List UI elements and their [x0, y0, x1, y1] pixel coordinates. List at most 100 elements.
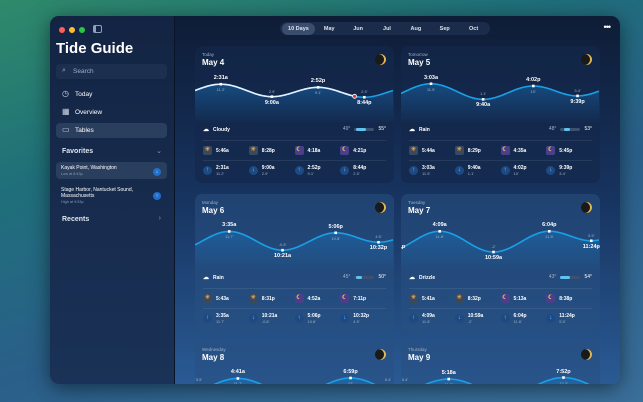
edge-height-label: 6.4'	[401, 377, 409, 382]
moonset-time: 7:11p	[353, 295, 367, 302]
recents-header[interactable]: Recents	[62, 216, 90, 223]
nav-label: Tables	[75, 127, 94, 134]
sunrise-item: ☀ 5:46a	[203, 146, 249, 155]
chevron-right-icon[interactable]: ›	[158, 215, 161, 222]
moonrise-icon: ☾	[500, 146, 510, 155]
tide-height-label: 12'	[347, 381, 354, 384]
arrow-up-icon: ↑	[409, 166, 418, 175]
tide-time: 2:52p	[307, 165, 321, 171]
sunrise-item: ☀ 5:44a	[409, 146, 455, 155]
sunrise-item: ☀ 5:41a	[409, 294, 455, 303]
zoom-button[interactable]	[79, 27, 85, 33]
tide-height-label: -2'	[491, 244, 496, 249]
divider	[409, 288, 592, 289]
tab-may[interactable]: May	[323, 25, 335, 32]
tide-height: 2.5'	[353, 171, 360, 176]
tide-time: 8:44p	[353, 165, 367, 171]
day-card: Tomorrow May 5 3:03a 11.5' 9:40a 1.1' 4:02p 10'…	[401, 46, 600, 183]
tide-text: 4:09a 11.8'	[422, 313, 435, 324]
day-label: Tomorrow	[408, 52, 428, 57]
tide-point	[316, 86, 320, 89]
tide-item: ↑ 5:06p 10.8'	[294, 313, 341, 324]
edge-time-label: 1p	[401, 244, 406, 250]
arrow-up-icon: ↑	[203, 314, 212, 323]
tab-jun[interactable]: Jun	[353, 25, 364, 32]
moon-phase-icon	[375, 349, 386, 360]
favorite-item[interactable]: Kayak Point, Washington Low at 8:43p ↓	[56, 162, 167, 179]
favorites-header[interactable]: Favorites	[62, 148, 94, 155]
arrow-up-icon: ↑	[294, 314, 304, 323]
tide-fill	[195, 231, 394, 272]
temp-low: 49°	[342, 126, 351, 132]
temperature-range: 49° 55°	[343, 126, 386, 132]
edge-height-label: 6.4'	[384, 377, 392, 382]
range-tabs: 10 Days May Jun Jul Aug Sep Oct	[280, 22, 490, 35]
tide-height: -2'	[467, 319, 473, 324]
tide-point	[227, 230, 231, 233]
tab-aug[interactable]: Aug	[410, 25, 422, 32]
tide-time: 3:35a	[216, 313, 229, 319]
weather-label: Cloudy	[213, 127, 230, 133]
tide-text: 3:35a 11.7'	[216, 313, 229, 324]
tide-item: ↑ 3:03a 11.5'	[409, 165, 455, 176]
tab-10-days[interactable]: 10 Days	[282, 22, 315, 35]
moonset-time: 8:38p	[559, 295, 573, 302]
close-button[interactable]	[59, 27, 65, 33]
tide-point	[363, 95, 366, 99]
tide-height: 11.2'	[216, 171, 225, 176]
tide-time-label: 5:06p	[328, 223, 343, 230]
temp-bar	[354, 275, 375, 279]
tide-text: 10:59a -2'	[468, 313, 484, 324]
sunset-icon: ☀	[454, 294, 464, 303]
search-icon: ⌕	[62, 67, 66, 74]
cloud-icon: ☁	[409, 275, 415, 281]
favorite-name: Stage Harbor, Nantucket Sound, Massachus…	[61, 187, 133, 199]
temperature-range: 48° 53°	[549, 126, 592, 132]
tide-time-label: 5:18a	[441, 370, 456, 377]
tide-time: 9:40a	[467, 165, 481, 171]
favorite-item[interactable]: Stage Harbor, Nantucket Sound, Massachus…	[56, 184, 167, 206]
now-marker	[352, 93, 358, 99]
sidebar-item-overview[interactable]: ▦ Overview	[56, 105, 167, 120]
sidebar-item-today[interactable]: ◷ Today	[56, 87, 167, 102]
tide-item: ↓ 11:24p 5.5'	[546, 313, 592, 324]
sidebar-item-tables[interactable]: ▭ Tables	[56, 123, 167, 138]
tide-time-label: 11:24p	[582, 243, 600, 250]
sunset-time: 8:28p	[261, 147, 275, 154]
tide-line	[401, 82, 600, 101]
chevron-down-icon[interactable]: ⌄	[156, 148, 162, 155]
arrow-down-icon: ↓	[248, 314, 258, 323]
tab-jul[interactable]: Jul	[383, 25, 391, 32]
sunset-icon: ☀	[248, 294, 258, 303]
minimize-button[interactable]	[69, 27, 75, 33]
sidebar-toggle-icon[interactable]	[93, 25, 102, 33]
tide-height: 11.8'	[513, 319, 522, 324]
tide-item: ↓ 10:59a -2'	[454, 313, 501, 324]
temp-high: 53°	[584, 126, 592, 132]
moonset-time: 5:45p	[559, 147, 573, 154]
day-card: Tuesday May 7 4:09a 11.8' 10:59a -2' 6:04p 11.8…	[401, 194, 600, 331]
weather: ☁ Rain	[203, 274, 224, 281]
tide-line	[424, 376, 590, 384]
day-date: May 4	[202, 58, 225, 67]
search-placeholder: Search	[73, 68, 94, 75]
tide-height: -0.8'	[261, 319, 270, 324]
arrow-down-icon: ↓	[546, 166, 556, 175]
day-label: Tuesday	[408, 200, 426, 205]
tide-text: 11:24p 5.5'	[559, 313, 575, 324]
tide-row: ↑ 4:09a 11.8' ↓ 10:59a -2' ↑ 6:04p 11.8' ↓ 11:24p 5…	[409, 313, 592, 324]
tide-text: 4:02p 10'	[514, 165, 527, 176]
more-icon[interactable]: •••	[603, 22, 612, 32]
tide-time-label: 10:32p	[369, 245, 388, 252]
tide-height-label: 12.3'	[559, 380, 568, 384]
tide-height: 2.9'	[261, 171, 269, 176]
tide-time-label: 10:21a	[273, 253, 292, 260]
temp-low: 48°	[548, 126, 557, 132]
day-label: Monday	[202, 200, 219, 205]
search-input[interactable]: ⌕ Search	[56, 64, 167, 79]
tide-time-label: 3:35a	[222, 222, 237, 229]
temperature-range: 45° 50°	[343, 274, 386, 280]
tab-sep[interactable]: Sep	[439, 25, 450, 32]
tab-oct[interactable]: Oct	[468, 25, 479, 32]
